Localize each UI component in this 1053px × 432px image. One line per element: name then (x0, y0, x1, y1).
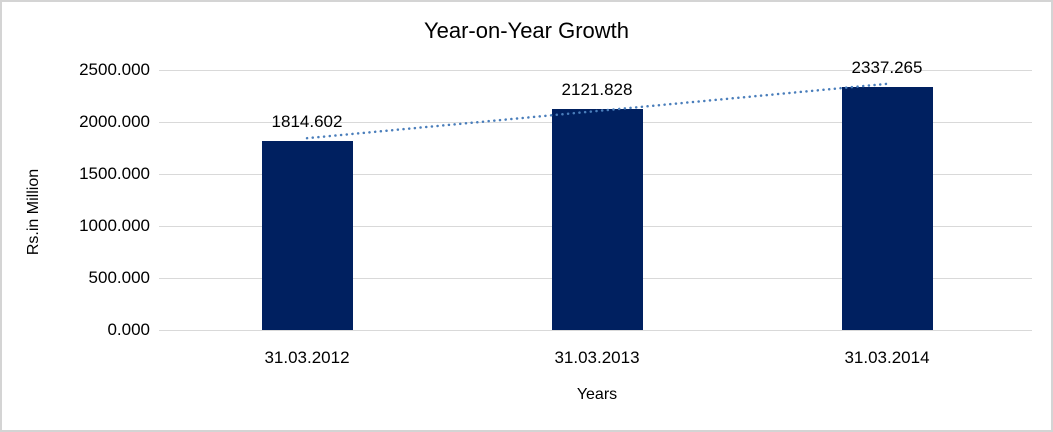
data-label: 1814.602 (271, 112, 343, 132)
y-axis-tick-label: 0.000 (107, 320, 150, 339)
bar-31.03.2013 (551, 109, 643, 330)
data-label: 2121.828 (561, 80, 633, 100)
gridline (159, 329, 1032, 331)
data-label: 2337.265 (851, 57, 923, 77)
x-axis-tick-label: 31.03.2014 (844, 348, 930, 367)
y-axis-tick-label: 1000.000 (79, 216, 150, 235)
y-axis-tick-label: 1500.000 (79, 164, 150, 183)
bar-31.03.2014 (841, 86, 933, 330)
x-axis-tick-label: 31.03.2012 (264, 348, 350, 367)
x-axis-title: Years (576, 386, 618, 403)
y-axis-tick-label: 2000.000 (79, 112, 150, 131)
x-axis-tick-label: 31.03.2013 (554, 348, 640, 367)
gridline (159, 69, 1032, 71)
y-axis-tick-label: 500.000 (88, 268, 150, 287)
bar-31.03.2012 (261, 141, 353, 330)
y-axis-title: Rs.in Million (25, 168, 42, 256)
y-axis-tick-label: 2500.000 (79, 60, 150, 79)
chart-title: Year-on-Year Growth (423, 18, 630, 43)
